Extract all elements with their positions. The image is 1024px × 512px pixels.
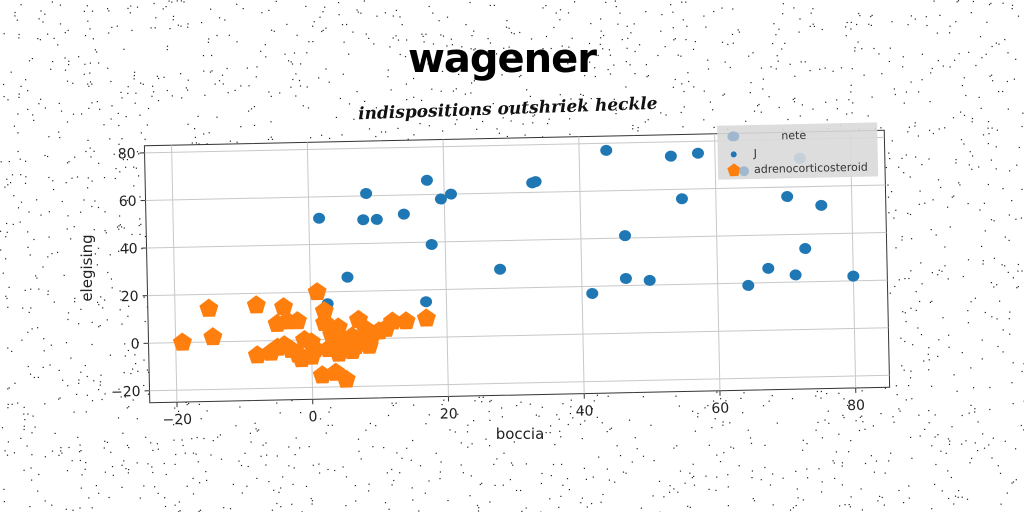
point-adrenocorticosteroid (382, 311, 402, 330)
legend-label-adrenocorticosteroid: adrenocorticosteroid (754, 161, 868, 176)
point-j (360, 187, 373, 199)
x-tick-label: 40 (575, 403, 593, 419)
point-j (789, 269, 802, 281)
point-adrenocorticosteroid (287, 311, 307, 330)
point-j (847, 270, 860, 282)
point-adrenocorticosteroid (302, 346, 322, 365)
point-j (643, 274, 656, 286)
legend-marker-j (730, 151, 737, 158)
point-j (357, 214, 370, 226)
point-j (494, 263, 507, 275)
point-adrenocorticosteroid (307, 282, 327, 301)
point-j (341, 271, 354, 283)
x-tick-label: 80 (847, 398, 865, 414)
point-adrenocorticosteroid (342, 326, 362, 345)
point-j (600, 144, 613, 156)
point-adrenocorticosteroid (328, 317, 348, 336)
point-adrenocorticosteroid (396, 311, 416, 330)
y-axis-label: elegising (78, 234, 96, 301)
chart-title: wagener (408, 36, 597, 82)
x-tick-label: 60 (711, 401, 729, 417)
y-tick-label: 20 (121, 289, 139, 305)
y-tick-label: 40 (120, 241, 138, 257)
legend-marker-adrenocorticosteroid (727, 163, 741, 177)
point-adrenocorticosteroid (416, 308, 436, 327)
point-adrenocorticosteroid (295, 329, 315, 349)
point-j (529, 176, 542, 188)
point-j (619, 230, 632, 242)
point-j (815, 199, 828, 211)
point-adrenocorticosteroid (274, 297, 294, 316)
point-adrenocorticosteroid (246, 295, 266, 314)
data-points (172, 144, 860, 388)
point-j (425, 238, 438, 250)
point-adrenocorticosteroid (172, 332, 192, 351)
y-tick-label: 60 (119, 194, 137, 210)
x-tick-label: 20 (440, 406, 458, 422)
point-j (691, 147, 704, 159)
point-j (586, 287, 599, 299)
x-tick-label: 0 (308, 409, 317, 425)
legend-label-nete: nete (781, 129, 806, 143)
point-j (420, 174, 433, 186)
y-tick-label: 80 (118, 146, 136, 162)
y-tick-label: −20 (111, 384, 141, 401)
x-axis-label: boccia (496, 425, 545, 443)
point-j (781, 191, 794, 203)
legend-marker-nete (727, 131, 740, 142)
point-j (397, 208, 410, 220)
legend-marker-extra (739, 166, 750, 177)
x-tick-label: −20 (162, 412, 192, 429)
point-adrenocorticosteroid (203, 327, 223, 346)
point-j (675, 193, 688, 205)
legend-label-j: J (753, 147, 758, 160)
point-adrenocorticosteroid (199, 298, 219, 317)
point-j (762, 262, 775, 274)
legend-box (717, 122, 879, 180)
point-j (664, 150, 677, 162)
point-j (420, 296, 433, 308)
axis-ticks: −20 −20 0 0 20 20 40 40 60 60 80 80 (111, 146, 865, 429)
point-j (370, 213, 383, 225)
point-adrenocorticosteroid (336, 369, 356, 388)
chart-subtitle: indispositions outshriek heckle (358, 94, 658, 124)
point-j (434, 193, 447, 205)
point-j (313, 212, 326, 224)
y-tick-label: 0 (130, 336, 139, 352)
point-adrenocorticosteroid (314, 301, 334, 320)
point-j (619, 272, 632, 284)
point-j (444, 188, 457, 200)
point-j (799, 243, 812, 255)
point-j (742, 279, 755, 291)
plot-area: −20 −20 0 0 20 20 40 40 60 60 80 80 nete Jadrenocort… (111, 122, 891, 429)
point-adrenocorticosteroid (268, 337, 288, 356)
